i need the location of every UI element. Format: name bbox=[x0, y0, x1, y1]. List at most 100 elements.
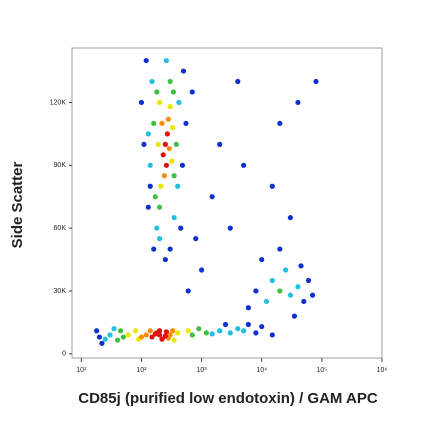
x-tick-label: 10⁴ bbox=[256, 367, 267, 374]
data-point bbox=[263, 298, 270, 305]
data-point bbox=[176, 99, 182, 106]
data-point bbox=[160, 152, 166, 158]
data-point bbox=[117, 328, 124, 334]
data-point bbox=[166, 145, 172, 152]
data-point bbox=[283, 267, 289, 273]
data-point bbox=[165, 116, 171, 122]
data-point bbox=[235, 326, 241, 332]
data-point bbox=[159, 336, 165, 342]
data-point bbox=[143, 332, 149, 338]
data-point bbox=[203, 330, 209, 336]
data-point bbox=[295, 284, 301, 290]
data-point bbox=[175, 330, 181, 336]
data-point bbox=[167, 78, 173, 85]
data-point bbox=[298, 263, 304, 269]
data-point bbox=[169, 158, 175, 164]
data-point bbox=[164, 131, 170, 137]
data-point bbox=[209, 331, 215, 337]
y-tick-label: 30K bbox=[54, 288, 67, 295]
data-point bbox=[156, 99, 163, 106]
data-point bbox=[133, 328, 139, 334]
data-point bbox=[217, 328, 223, 334]
x-tick-label: 10¹ bbox=[76, 367, 87, 374]
data-point bbox=[269, 277, 275, 284]
data-point bbox=[209, 194, 215, 200]
data-point bbox=[269, 332, 275, 338]
data-point bbox=[173, 141, 179, 147]
data-point bbox=[196, 326, 202, 332]
data-point bbox=[163, 329, 170, 335]
data-point bbox=[162, 256, 168, 263]
data-point bbox=[154, 225, 160, 231]
data-point bbox=[111, 326, 117, 332]
data-point bbox=[171, 337, 177, 343]
data-point bbox=[167, 246, 173, 252]
data-point bbox=[96, 334, 103, 340]
data-point bbox=[163, 57, 170, 64]
data-point bbox=[189, 332, 195, 338]
data-point bbox=[114, 337, 121, 343]
data-point bbox=[156, 328, 163, 334]
data-point bbox=[147, 328, 153, 334]
data-point bbox=[156, 236, 163, 242]
data-point bbox=[155, 141, 161, 147]
data-point bbox=[151, 246, 157, 252]
data-point bbox=[277, 120, 283, 127]
x-tick-label: 10⁵ bbox=[317, 367, 328, 374]
data-point bbox=[185, 288, 191, 294]
data-point bbox=[152, 331, 158, 337]
data-point bbox=[189, 89, 195, 95]
data-point bbox=[170, 124, 176, 131]
data-point bbox=[125, 332, 131, 338]
data-point bbox=[313, 78, 319, 85]
data-point bbox=[253, 330, 259, 336]
data-point bbox=[179, 162, 186, 168]
data-point bbox=[162, 333, 168, 339]
data-point bbox=[120, 334, 126, 340]
data-point bbox=[198, 267, 205, 273]
data-point bbox=[151, 120, 157, 127]
data-point bbox=[99, 340, 105, 346]
data-point bbox=[269, 183, 275, 189]
x-tick-label: 10⁶ bbox=[377, 367, 388, 374]
data-point bbox=[227, 330, 233, 336]
data-point bbox=[170, 89, 177, 95]
data-point bbox=[185, 328, 191, 334]
y-axis-label: Side Scatter bbox=[9, 161, 26, 248]
data-point bbox=[158, 183, 164, 189]
data-point bbox=[162, 141, 168, 147]
data-point bbox=[149, 334, 155, 340]
data-point bbox=[159, 120, 165, 127]
data-point bbox=[147, 162, 153, 168]
data-point bbox=[287, 215, 294, 221]
data-point bbox=[291, 313, 298, 319]
data-point bbox=[107, 332, 113, 338]
data-point bbox=[149, 78, 155, 85]
data-point bbox=[180, 68, 187, 74]
data-point bbox=[94, 328, 100, 334]
data-point bbox=[183, 120, 189, 127]
data-point bbox=[167, 104, 173, 110]
data-point bbox=[163, 162, 170, 168]
y-tick-label: 120K bbox=[50, 99, 67, 106]
data-point bbox=[143, 57, 149, 64]
data-point bbox=[235, 78, 241, 85]
data-point bbox=[301, 298, 307, 305]
y-tick-label: 0 bbox=[62, 351, 66, 358]
data-point bbox=[253, 288, 259, 294]
data-point bbox=[102, 336, 108, 342]
data-point bbox=[175, 183, 181, 189]
data-point bbox=[217, 141, 223, 147]
data-point bbox=[154, 89, 160, 95]
data-point bbox=[171, 215, 177, 221]
data-point bbox=[245, 305, 251, 311]
data-point bbox=[245, 321, 251, 328]
data-point bbox=[193, 236, 199, 242]
data-point bbox=[161, 173, 167, 179]
data-point bbox=[227, 225, 233, 231]
x-tick-label: 10³ bbox=[197, 367, 208, 374]
data-point bbox=[222, 321, 229, 328]
y-tick-label: 90K bbox=[54, 162, 67, 169]
data-point bbox=[287, 292, 294, 298]
